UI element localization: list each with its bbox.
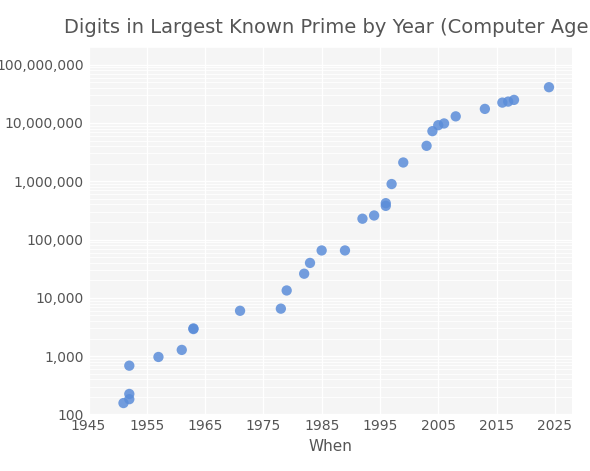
Point: [124, 390, 134, 398]
Point: [369, 212, 379, 219]
Point: [358, 215, 367, 222]
Point: [503, 98, 513, 106]
Point: [276, 305, 286, 312]
Point: [497, 99, 507, 106]
Point: [305, 259, 314, 267]
Point: [189, 325, 198, 332]
Point: [189, 325, 198, 333]
Point: [235, 307, 245, 315]
Point: [428, 127, 437, 135]
Point: [381, 199, 391, 207]
Point: [398, 159, 408, 166]
Point: [154, 353, 163, 361]
Point: [317, 247, 326, 254]
Point: [422, 142, 431, 150]
Point: [300, 270, 309, 277]
Point: [282, 287, 291, 294]
Point: [119, 399, 128, 407]
Point: [381, 202, 391, 210]
Point: [124, 362, 134, 369]
Point: [544, 83, 553, 91]
Point: [177, 346, 186, 354]
Point: [480, 105, 490, 113]
Point: [434, 122, 443, 129]
Point: [451, 113, 460, 120]
Point: [387, 180, 396, 188]
Point: [440, 120, 449, 127]
Point: [340, 247, 350, 254]
Point: [124, 396, 134, 403]
Title: Digits in Largest Known Prime by Year (Computer Age): Digits in Largest Known Prime by Year (C…: [64, 18, 590, 37]
Point: [509, 96, 519, 104]
X-axis label: When: When: [309, 439, 352, 454]
